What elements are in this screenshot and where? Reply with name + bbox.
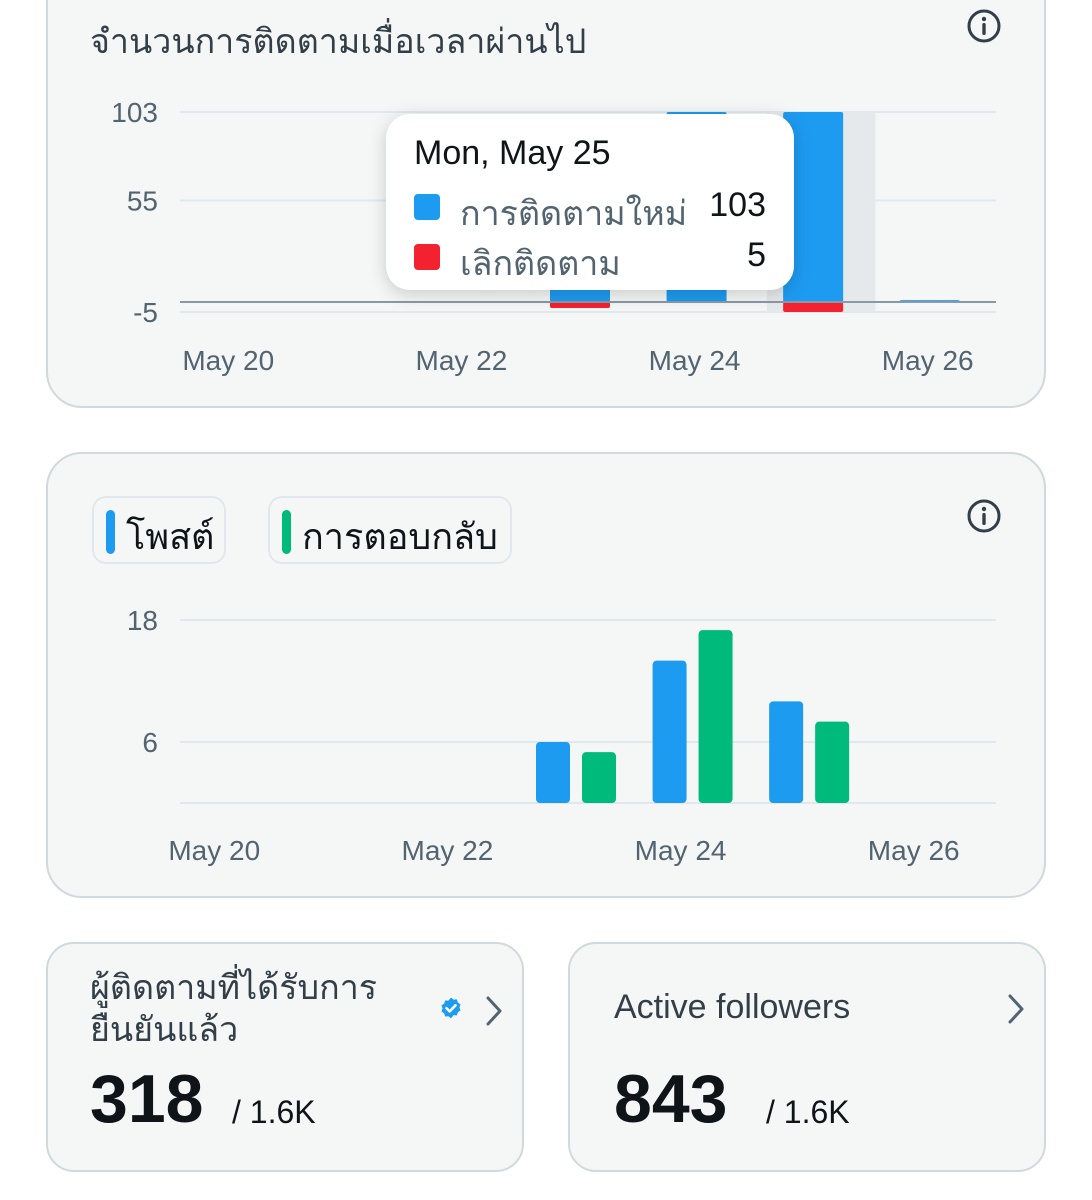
chevron-right-icon[interactable] [1006, 992, 1026, 1026]
bar-unfollows [783, 302, 844, 312]
bar-replies [815, 721, 850, 803]
verified-followers-card[interactable]: ผู้ติดตามที่ได้รับการ ยืนยันแล้ว 318 / 1… [46, 942, 524, 1172]
x-tick-label: May 26 [868, 835, 960, 866]
verified-followers-title-line2: ยืนยันแล้ว [90, 1011, 239, 1049]
info-icon[interactable] [966, 498, 1002, 534]
verified-followers-total: / 1.6K [232, 1094, 316, 1130]
x-tick-label: May 22 [402, 835, 494, 866]
y-tick-label: 6 [142, 727, 158, 758]
tooltip-swatch-new [414, 194, 440, 220]
y-tick-label: 55 [127, 186, 158, 217]
bar-posts [652, 660, 687, 803]
active-followers-title: Active followers [614, 988, 851, 1026]
posts-replies-chart: 18 6 May 20 May 22 May 24 May 26 [127, 605, 996, 866]
bar-new-follows [783, 112, 844, 302]
verified-followers-title-line1: ผู้ติดตามที่ได้รับการ [90, 969, 378, 1007]
x-tick-label: May 20 [182, 345, 274, 376]
chip-posts[interactable]: โพสต์ [92, 496, 226, 564]
active-followers-value: 843 [614, 1061, 728, 1137]
active-followers-total: / 1.6K [766, 1094, 850, 1130]
chevron-right-icon[interactable] [484, 994, 504, 1028]
chart-tooltip: Mon, May 25 การติดตามใหม่ 103 เลิกติดตาม… [386, 114, 794, 290]
tooltip-date: Mon, May 25 [414, 134, 611, 172]
x-tick-label: May 20 [168, 835, 260, 866]
y-tick-label: 103 [111, 100, 158, 128]
chip-replies-label: การตอบกลับ [302, 516, 498, 557]
bar-replies [582, 752, 616, 803]
active-followers-card[interactable]: Active followers 843 / 1.6K [568, 942, 1046, 1172]
bar-posts [769, 701, 804, 803]
verified-badge-icon [441, 997, 461, 1019]
verified-followers-value: 318 [90, 1061, 204, 1137]
posts-replies-card: โพสต์ การตอบกลับ [46, 452, 1046, 898]
tooltip-value-new: 103 [709, 186, 766, 224]
follows-card-title: จำนวนการติดตามเมื่อเวลาผ่านไป [90, 23, 587, 61]
info-icon[interactable] [966, 8, 1002, 44]
x-tick-label: May 24 [635, 835, 727, 866]
x-tick-label: May 22 [416, 345, 508, 376]
tooltip-swatch-unfollow [414, 244, 440, 270]
bar-unfollows [550, 302, 610, 308]
tooltip-label-new: การติดตามใหม่ [460, 195, 688, 233]
chip-replies[interactable]: การตอบกลับ [268, 496, 512, 564]
x-tick-label: May 24 [649, 345, 741, 376]
bar-posts [536, 742, 570, 803]
chip-replies-color [282, 510, 291, 554]
y-tick-label: -5 [133, 297, 158, 328]
y-tick-label: 18 [127, 605, 158, 636]
chip-posts-label: โพสต์ [126, 516, 215, 557]
x-tick-label: May 26 [882, 345, 974, 376]
bar-replies [698, 630, 733, 803]
chip-posts-color [106, 510, 115, 554]
tooltip-label-unfollow: เลิกติดตาม [460, 245, 621, 283]
tooltip-value-unfollow: 5 [747, 236, 766, 274]
